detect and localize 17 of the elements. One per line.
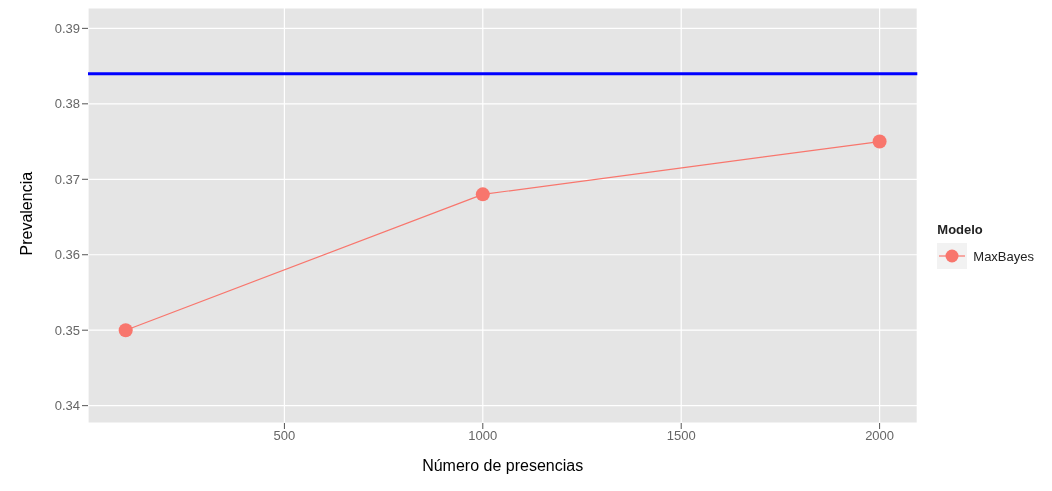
x-tick-label: 2000 <box>865 428 895 444</box>
y-axis-title: Prevalencia <box>17 171 35 256</box>
x-tick-label: 1500 <box>666 428 696 444</box>
point <box>872 134 887 149</box>
legend-title: Modelo <box>937 222 984 237</box>
point <box>118 323 133 338</box>
point <box>475 187 490 202</box>
y-tick-label: 0.36 <box>54 247 80 263</box>
y-tick-label: 0.37 <box>54 171 80 187</box>
x-tick-label: 500 <box>273 428 296 444</box>
legend-label: MaxBayes <box>973 248 1034 264</box>
y-tick-label: 0.35 <box>54 322 80 338</box>
y-tick-label: 0.34 <box>54 398 80 414</box>
x-tick-label: 1000 <box>468 428 498 444</box>
x-axis-title: Número de presencias <box>422 457 584 474</box>
y-tick-label: 0.38 <box>54 96 80 112</box>
y-tick-label: 0.39 <box>54 20 80 36</box>
